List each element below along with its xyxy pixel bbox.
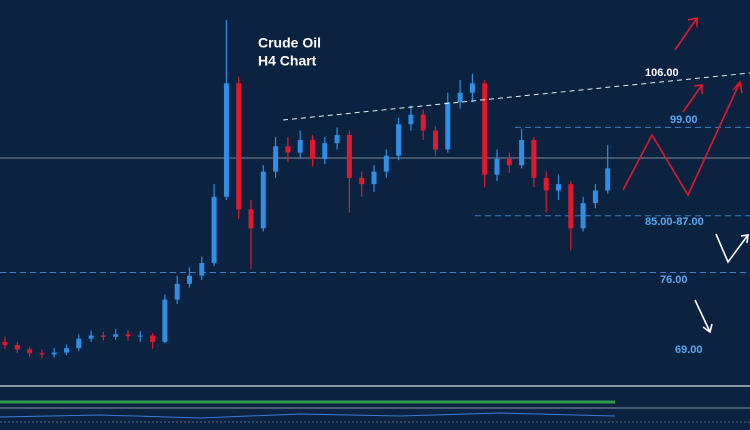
candle-body — [162, 299, 168, 342]
candle-body — [211, 196, 217, 264]
candle-body — [297, 140, 303, 153]
trendline — [282, 72, 750, 121]
candle-body — [260, 171, 266, 229]
candle-body — [113, 334, 119, 337]
candle-body — [137, 335, 143, 337]
arrow-head — [702, 323, 713, 334]
candle-body — [14, 345, 20, 350]
candle-body — [420, 114, 426, 131]
candle-body — [383, 155, 389, 172]
candle-body — [359, 177, 365, 185]
oscillator-line — [0, 412, 616, 419]
arrow — [694, 299, 711, 333]
chart-subtitle: H4 Chart — [258, 53, 317, 69]
candle-body — [76, 338, 82, 349]
candle-body — [556, 184, 561, 191]
red-arrows — [622, 17, 743, 197]
arrow-head — [693, 84, 703, 94]
arrow — [682, 84, 703, 113]
level-label: 69.00 — [675, 344, 703, 356]
candle-body — [396, 124, 402, 156]
candle-body — [445, 102, 451, 150]
candle-body — [27, 349, 33, 354]
candle-body — [223, 83, 229, 197]
candle-body — [506, 158, 512, 166]
candle-body — [64, 348, 69, 353]
white-arrows — [694, 233, 749, 334]
level-label: 99.00 — [670, 114, 698, 126]
candle-body — [174, 283, 180, 300]
candle-body — [285, 146, 291, 153]
candle-body — [494, 158, 500, 175]
candle-body — [310, 140, 315, 159]
candle-body — [39, 353, 45, 355]
arrow — [715, 233, 749, 264]
candle-body — [100, 335, 106, 337]
chart-title: Crude Oil — [258, 35, 321, 51]
candle-body — [150, 335, 156, 342]
candle-body — [469, 83, 475, 93]
candle-body — [605, 168, 611, 191]
candle-body — [592, 190, 598, 204]
candle-body — [88, 335, 94, 339]
arrow-head — [732, 80, 743, 94]
arrow-head — [740, 234, 749, 244]
level-label: 76.00 — [660, 274, 688, 286]
candle-body — [248, 209, 254, 229]
plot — [0, 20, 750, 359]
arrow-head — [687, 17, 698, 27]
level-label: 85.00-87.00 — [645, 216, 704, 228]
candle-body — [334, 134, 340, 144]
candle-body — [371, 171, 377, 185]
candle-body — [322, 143, 328, 159]
candle-body — [273, 146, 279, 172]
candle-body — [543, 177, 549, 191]
candle-body — [199, 263, 205, 276]
candle-body — [519, 140, 525, 166]
candle-body — [2, 341, 8, 346]
candle-body — [346, 134, 352, 178]
projection — [622, 81, 741, 197]
candle-body — [482, 83, 488, 175]
arrow — [674, 17, 698, 51]
candle-body — [457, 92, 463, 103]
candle-body — [51, 352, 57, 355]
candle-body — [408, 114, 414, 125]
candle-body — [187, 275, 192, 284]
candle-body — [580, 203, 586, 229]
candle-body — [125, 334, 131, 337]
candle-body — [568, 184, 574, 229]
candle-body — [236, 83, 242, 210]
level-label: 106.00 — [645, 67, 679, 79]
candle-body — [531, 140, 537, 178]
candle-body — [433, 130, 438, 150]
